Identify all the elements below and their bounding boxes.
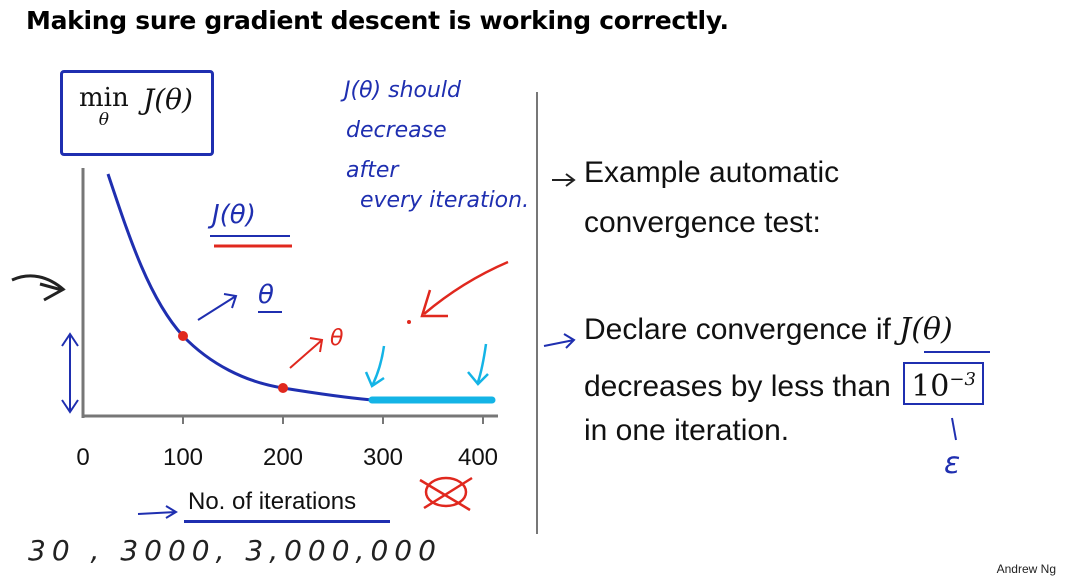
x-axis-label-underline [184, 520, 390, 523]
author-credit: Andrew Ng [996, 562, 1056, 576]
min-word: min [79, 83, 129, 113]
x-axis-ticks [182, 416, 484, 424]
red-dot-mark [407, 320, 411, 324]
arrow-bullet-1 [552, 173, 576, 187]
theta-label-red: θ [330, 326, 344, 351]
note-line: every iteration. [360, 188, 530, 213]
threshold-box: 10−3 [903, 362, 984, 405]
bullet-2-line-3: in one iteration. [584, 414, 790, 447]
theta-label-blue: θ [258, 280, 274, 310]
min-operator: min θ [79, 85, 129, 129]
arrow-to-theta [197, 293, 238, 321]
x-tick-label: 100 [162, 444, 204, 471]
iteration-counts: 30 , 3000, 3,000,000 [28, 534, 442, 567]
note-line: J(θ) should [344, 78, 461, 103]
threshold-base: 10 [911, 369, 950, 404]
point-200 [278, 383, 288, 393]
point-100 [178, 331, 188, 341]
cost-curve [106, 173, 492, 402]
cyan-arrow-left [364, 345, 386, 388]
bullet-1-line-1: Example automatic [584, 156, 840, 189]
bullet-1-line-2: convergence test: [584, 206, 821, 239]
min-subscript: θ [98, 110, 109, 130]
x-tick-label: 300 [362, 444, 404, 471]
epsilon-connector [951, 417, 957, 441]
arrow-to-xlabel [137, 505, 178, 519]
slide-title: Making sure gradient descent is working … [26, 6, 729, 35]
note-line: decrease [346, 118, 447, 143]
bullet-2-math: J(θ) [899, 312, 953, 347]
epsilon-label: ε [944, 446, 961, 481]
bullet-2-line-2-prefix: decreases by less than [584, 370, 900, 403]
cost-function: J(θ) [143, 83, 193, 116]
bullet-2-line-2: decreases by less than 10−3 [584, 362, 984, 405]
crossed-out-mark [419, 476, 473, 512]
left-double-arrow [61, 332, 79, 414]
threshold-exponent: −3 [949, 369, 976, 390]
note-line: after [346, 158, 399, 183]
x-tick-label: 400 [457, 444, 499, 471]
x-axis-label: No. of iterations [188, 488, 357, 515]
red-arrow-to-theta [289, 337, 324, 369]
x-tick-label: 0 [76, 444, 90, 471]
bullet-2-line-1: Declare convergence if J(θ) [584, 312, 953, 347]
curve-label: J(θ) [212, 200, 256, 230]
cyan-arrow-right [467, 343, 489, 386]
objective-formula-box: min θ J(θ) [60, 70, 214, 156]
red-big-arrow [420, 260, 509, 318]
x-tick-label: 200 [262, 444, 304, 471]
left-squiggle-mark [11, 274, 66, 302]
arrow-bullet-2 [543, 333, 576, 349]
bullet-2-prefix: Declare convergence if [584, 313, 900, 346]
